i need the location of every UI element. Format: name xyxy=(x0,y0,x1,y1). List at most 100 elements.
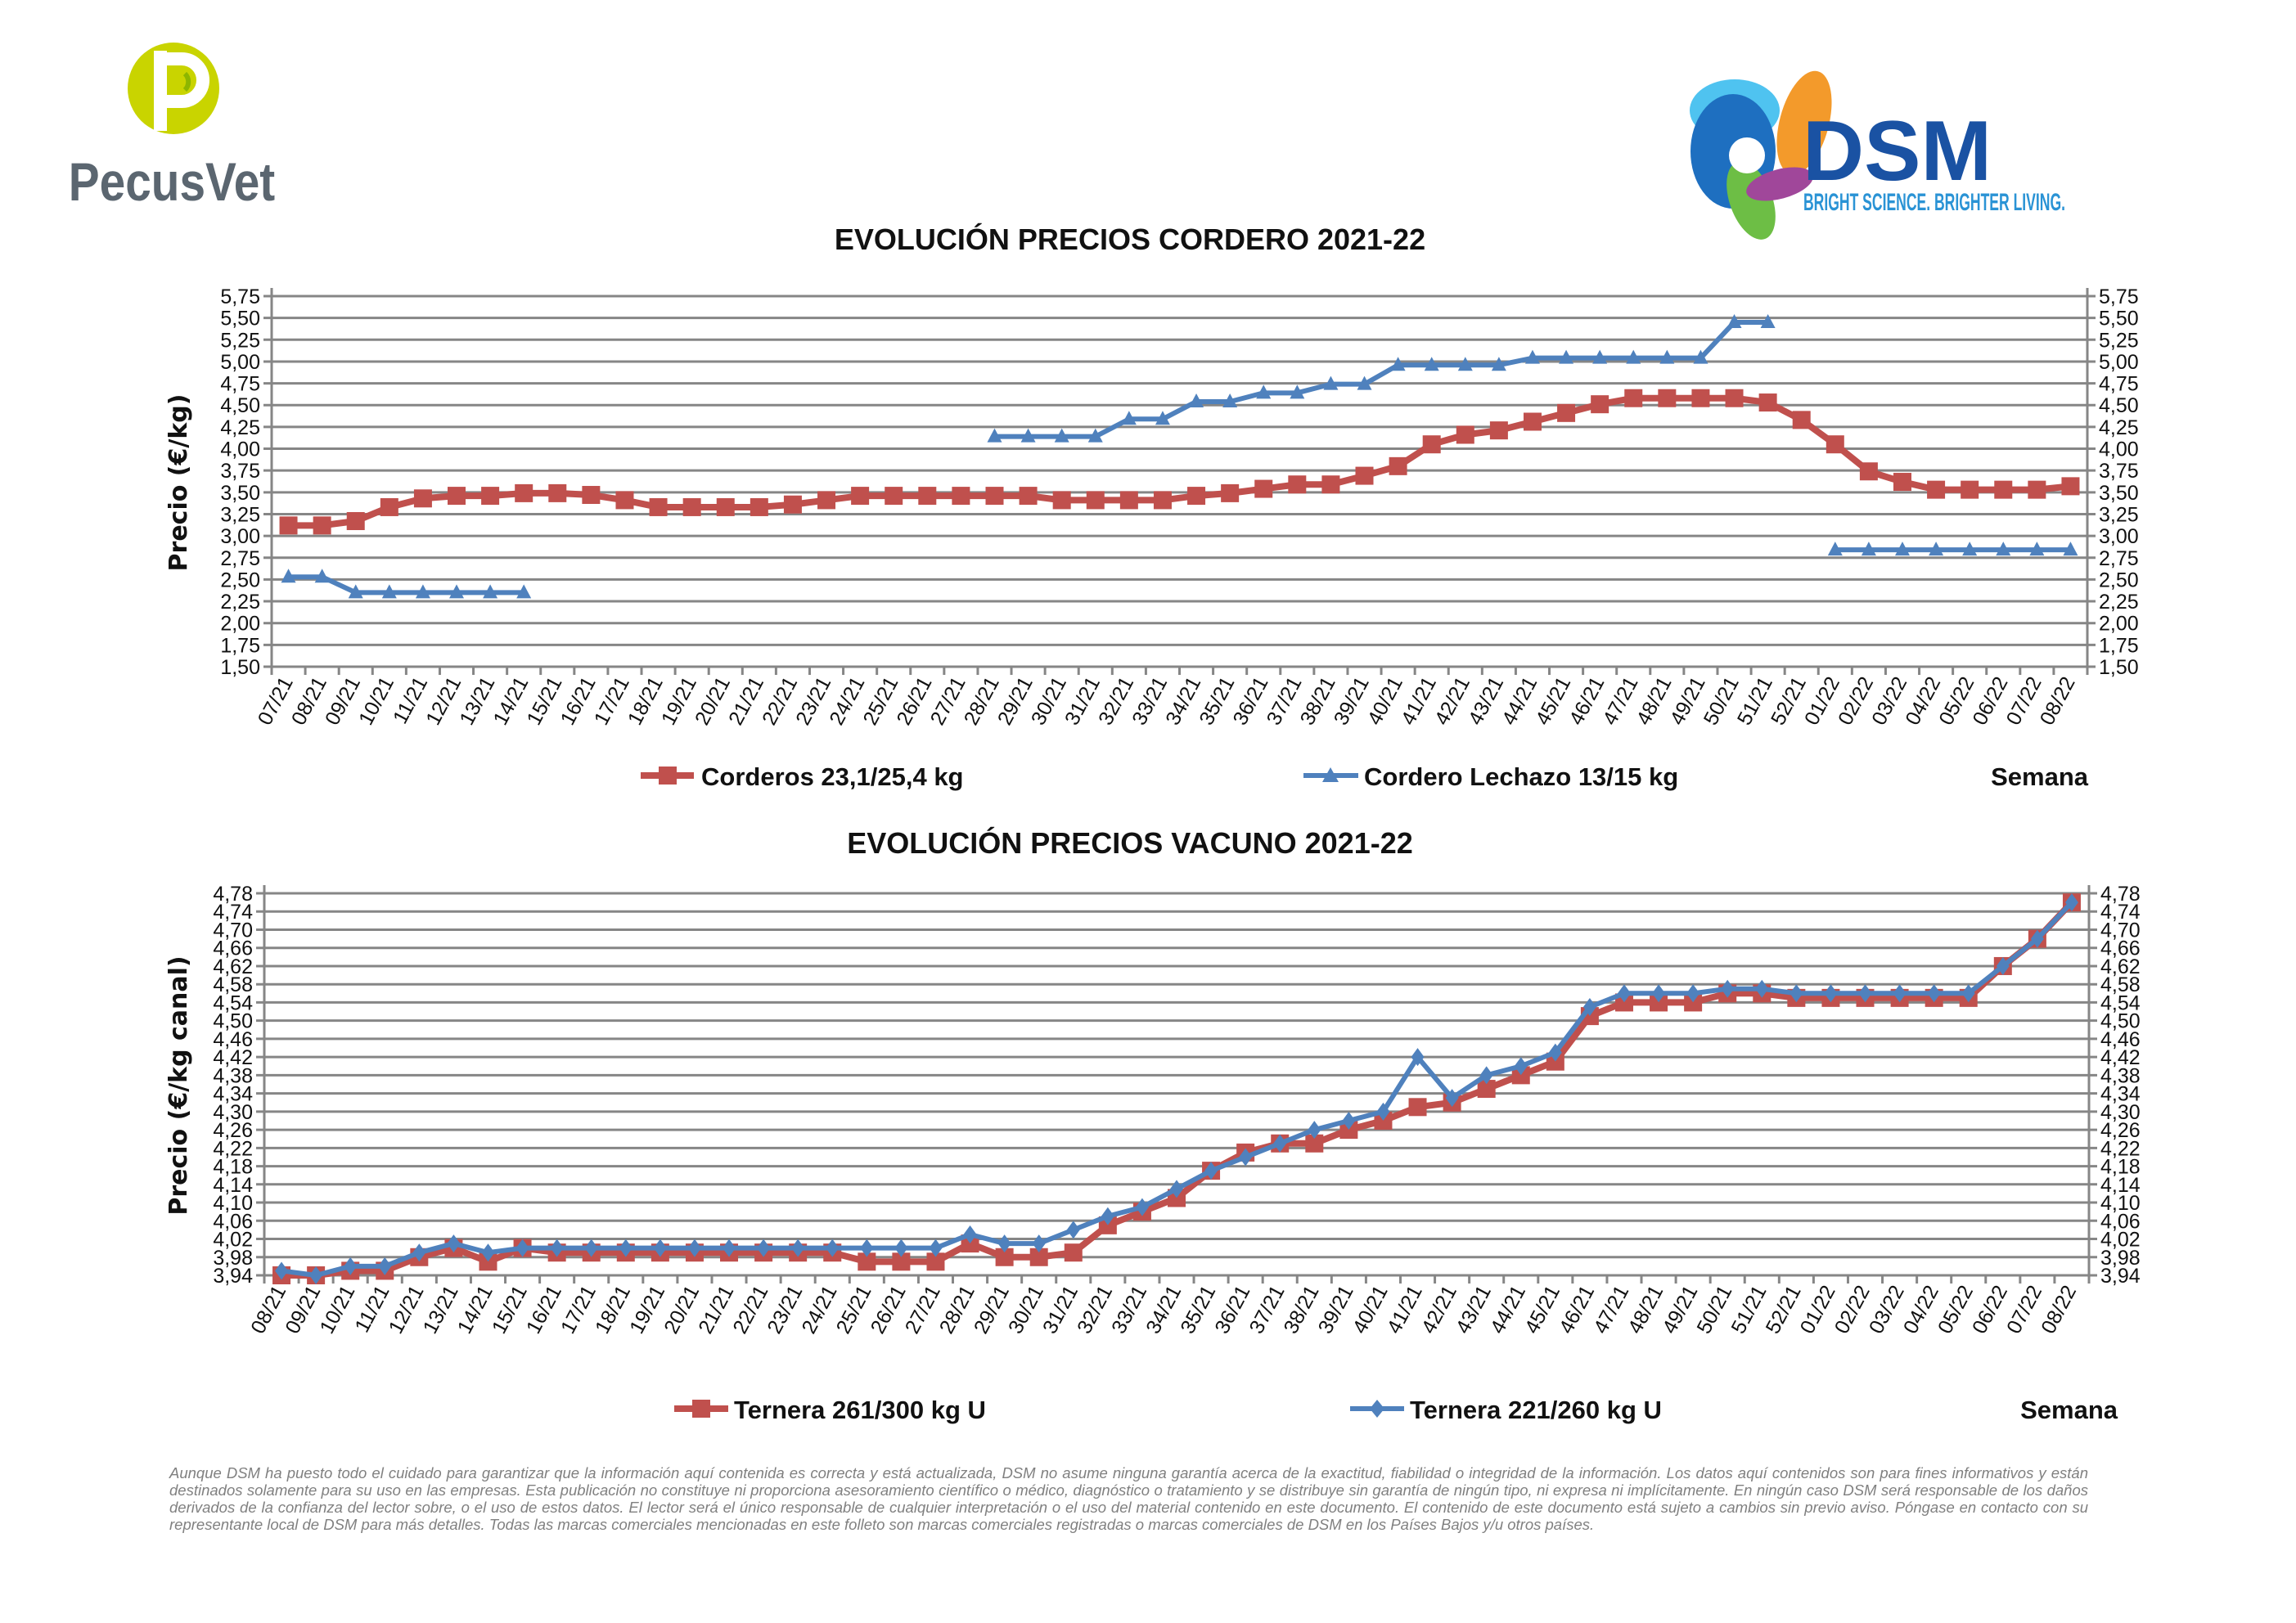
data-point xyxy=(584,1239,598,1257)
data-point xyxy=(1591,395,1609,414)
data-point xyxy=(817,491,836,510)
legend-item-lechazo[interactable]: Cordero Lechazo 13/15 kg xyxy=(1303,762,1678,791)
y-ticks-left: 3,943,984,024,064,104,144,184,224,264,30… xyxy=(213,883,253,1288)
y-tick-label: 3,25 xyxy=(2099,503,2139,526)
y-tick-label: 4,06 xyxy=(2100,1210,2141,1233)
data-point xyxy=(1894,542,1910,556)
data-point xyxy=(1996,956,2010,975)
data-point xyxy=(1758,393,1777,412)
legend-label: Corderos 23,1/25,4 kg xyxy=(701,762,964,791)
data-point xyxy=(2029,542,2045,556)
data-point xyxy=(619,1239,633,1257)
data-point xyxy=(1066,1221,1080,1239)
data-point xyxy=(1755,979,1769,998)
data-point xyxy=(918,487,937,506)
data-point xyxy=(1308,1121,1321,1140)
y-tick-label: 4,70 xyxy=(2100,919,2141,942)
data-point xyxy=(860,1239,874,1257)
data-point xyxy=(1101,1207,1114,1225)
dsm-swirl-icon xyxy=(1690,70,1832,240)
y-tick-label: 5,25 xyxy=(220,329,260,352)
data-point xyxy=(378,1257,392,1275)
y-tick-label: 4,50 xyxy=(2099,394,2139,417)
data-point xyxy=(961,1234,979,1253)
data-point xyxy=(1514,1057,1528,1076)
axes xyxy=(270,288,2089,673)
data-point xyxy=(1893,984,1907,1003)
data-point xyxy=(275,1261,289,1280)
x-tick-label: 10/21 xyxy=(354,673,398,729)
y-tick-label: 2,75 xyxy=(2099,547,2139,570)
chart-title: EVOLUCIÓN PRECIOS VACUNO 2021-22 xyxy=(847,825,1413,860)
data-point xyxy=(1032,1234,1046,1253)
y-tick-label: 1,75 xyxy=(2099,634,2139,657)
data-point xyxy=(1652,984,1666,1003)
data-point xyxy=(1582,997,1596,1016)
data-point xyxy=(483,584,498,599)
x-axis-label: Semana xyxy=(1991,762,2089,791)
x-ticks: 07/2108/2109/2110/2111/2112/2113/2114/21… xyxy=(254,667,2089,729)
y-axis-label: Precio (€/kg) xyxy=(164,394,193,572)
data-point xyxy=(413,489,432,508)
data-point xyxy=(1927,480,1946,499)
x-tick-label: 08/22 xyxy=(2036,673,2080,729)
legend-item-ternera-261-300[interactable]: Ternera 261/300 kg U xyxy=(674,1396,986,1424)
y-tick-label: 5,75 xyxy=(2099,285,2139,308)
y-tick-label: 4,70 xyxy=(213,919,253,942)
data-point xyxy=(1422,435,1441,454)
data-point xyxy=(1524,349,1540,364)
y-tick-label: 3,94 xyxy=(2100,1265,2141,1288)
legend: Corderos 23,1/25,4 kg Cordero Lechazo 13… xyxy=(641,762,2089,791)
data-point xyxy=(281,569,296,583)
y-tick-label: 3,98 xyxy=(213,1247,253,1270)
y-tick-label: 4,62 xyxy=(213,955,253,978)
data-point xyxy=(2064,893,2078,912)
pecusvet-logo: PecusVet xyxy=(69,43,275,213)
y-tick-label: 2,75 xyxy=(220,547,260,570)
y-tick-label: 4,10 xyxy=(213,1192,253,1215)
data-point xyxy=(1691,389,1710,407)
y-tick-label: 3,50 xyxy=(220,482,260,505)
y-tick-label: 4,46 xyxy=(2100,1028,2141,1051)
y-tick-label: 2,00 xyxy=(2099,613,2139,636)
data-point xyxy=(682,497,701,516)
data-point xyxy=(1962,542,1978,556)
x-tick-label: 10/21 xyxy=(315,1282,359,1338)
y-ticks-right: 3,943,984,024,064,104,144,184,224,264,30… xyxy=(2100,883,2141,1288)
data-point xyxy=(1489,421,1508,440)
data-point xyxy=(1374,1111,1393,1130)
y-tick-label: 4,26 xyxy=(213,1119,253,1142)
data-point xyxy=(1861,542,1876,556)
data-point xyxy=(582,486,601,505)
data-point xyxy=(1290,384,1305,399)
data-point xyxy=(894,1239,908,1257)
data-point xyxy=(1390,357,1406,371)
legend-item-ternera-221-260[interactable]: Ternera 221/260 kg U xyxy=(1350,1396,1662,1424)
data-point xyxy=(1411,1048,1425,1067)
y-tick-label: 2,50 xyxy=(2099,569,2139,591)
y-tick-label: 4,30 xyxy=(2100,1101,2141,1124)
legend-item-corderos[interactable]: Corderos 23,1/25,4 kg xyxy=(641,762,964,791)
y-tick-label: 3,75 xyxy=(2099,460,2139,483)
y-tick-label: 4,54 xyxy=(2100,991,2141,1014)
pecusvet-p-icon xyxy=(154,51,209,131)
y-tick-label: 5,75 xyxy=(220,285,260,308)
x-axis-label: Semana xyxy=(2020,1396,2118,1424)
data-point xyxy=(929,1239,943,1257)
y-tick-label: 4,50 xyxy=(213,1010,253,1033)
data-point xyxy=(2030,929,2044,948)
x-ticks: 08/2109/2110/2111/2112/2113/2114/2115/21… xyxy=(246,1275,2091,1338)
series-group xyxy=(272,893,2081,1284)
data-point xyxy=(1135,1198,1149,1216)
data-point xyxy=(1859,462,1878,481)
y-tick-label: 4,18 xyxy=(2100,1156,2141,1179)
data-point xyxy=(926,1252,945,1271)
y-tick-label: 5,00 xyxy=(2099,351,2139,374)
data-point xyxy=(1996,542,2011,556)
data-point xyxy=(1659,349,1675,364)
y-ticks-left: 1,501,752,002,252,502,753,003,253,503,75… xyxy=(220,285,260,679)
data-point xyxy=(449,584,465,599)
data-point xyxy=(1479,1066,1493,1085)
disclaimer-text: Aunque DSM ha puesto todo el cuidado par… xyxy=(169,1464,2088,1533)
